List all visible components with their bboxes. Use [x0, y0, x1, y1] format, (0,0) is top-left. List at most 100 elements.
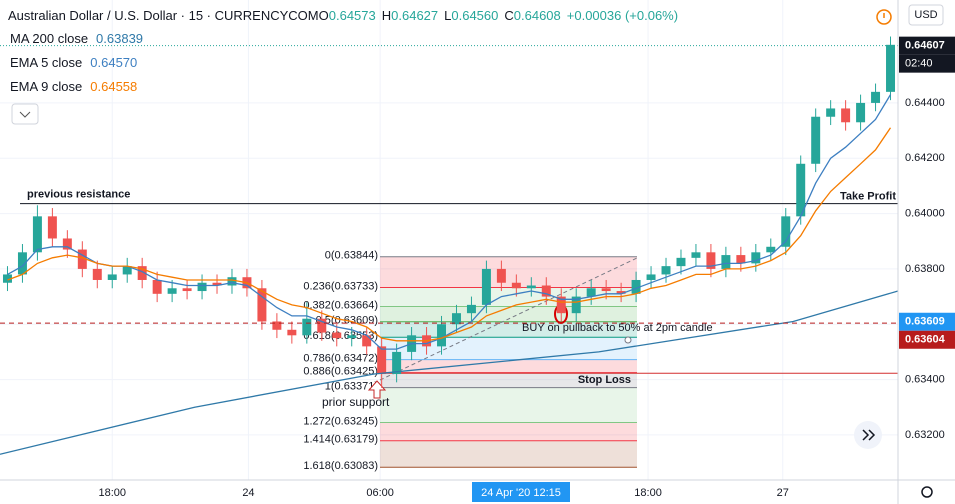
candle-body [601, 288, 611, 292]
candle-body [377, 346, 387, 375]
price-label: 0.63604 [905, 334, 946, 346]
fib-trend [379, 257, 638, 381]
x-tick-label: 06:00 [366, 487, 394, 499]
ohlc-key: C [504, 8, 513, 23]
candle-body [526, 285, 536, 289]
fib-label: 0(0.63844) [325, 250, 378, 262]
legend: MA 200 close 0.63839 EMA 5 close 0.64570 EMA… [10, 31, 143, 94]
fib-zone [380, 287, 637, 307]
candle-body [676, 257, 686, 267]
candle-body [92, 268, 102, 280]
legend-entry: MA 200 close 0.63839 [10, 31, 143, 46]
candle-body [646, 274, 656, 280]
candle-body [586, 288, 596, 297]
fib-label: 1.272(0.63245) [303, 415, 378, 427]
candle-body [77, 249, 87, 269]
crosshair-label: 24 Apr '20 12:15 [481, 487, 561, 499]
countdown: 02:40 [905, 58, 933, 70]
price-label: 0.64607 [905, 40, 945, 52]
legend-value: 0.64558 [90, 79, 137, 94]
collapse-button[interactable] [11, 103, 39, 125]
candle-body [721, 255, 731, 269]
legend-name: EMA 9 close [10, 79, 82, 94]
candle-body [152, 279, 162, 294]
ohlc-key: O [319, 8, 329, 23]
y-tick-label: 0.63400 [905, 373, 945, 385]
settings-button[interactable] [921, 486, 933, 498]
fib-zone [380, 359, 637, 373]
axis: 0.632000.634000.636000.638000.640000.642… [98, 36, 955, 502]
price-label: 0.63609 [905, 316, 945, 328]
fib-label: 1.618(0.63083) [303, 460, 378, 472]
fib-zone [380, 372, 637, 388]
y-tick-label: 0.64000 [905, 207, 945, 219]
fib-zone [380, 440, 637, 468]
ohlc-key: H [382, 8, 391, 23]
candle-body [212, 282, 222, 286]
fib-label: 1.414(0.63179) [303, 434, 378, 446]
candle-body [886, 44, 896, 92]
legend-value: 0.64570 [90, 55, 137, 70]
candle-body [437, 324, 447, 347]
fib-label: 0.236(0.63733) [303, 280, 378, 292]
price-label-box [899, 330, 955, 349]
y-tick-label: 0.64200 [905, 152, 945, 164]
candle-body [856, 102, 866, 123]
candle-body [257, 288, 267, 322]
currency-button[interactable] [908, 4, 944, 26]
fib-label: 1(0.63371) [325, 381, 378, 393]
support-arrow [367, 380, 387, 399]
candle-body [736, 255, 746, 264]
candle-body [751, 252, 761, 264]
legend-entry: EMA 5 close 0.64570 [10, 55, 137, 70]
y-tick-label: 0.64400 [905, 97, 945, 109]
crosshair-box [472, 482, 570, 502]
candle-body [167, 288, 177, 294]
fib-zone [380, 422, 637, 441]
candle-body [302, 318, 312, 336]
candle-body [616, 291, 626, 294]
candle-body [62, 238, 72, 250]
candle-body [227, 277, 237, 286]
x-tick-label: 18:00 [98, 487, 126, 499]
scroll-icon [862, 429, 876, 441]
candle-body [841, 108, 851, 123]
candle-body [122, 266, 132, 275]
candle-body [17, 252, 27, 275]
candle-body [496, 268, 506, 283]
fib-label: 0.786(0.63472) [303, 353, 378, 365]
candle-body [766, 246, 776, 253]
candle-body [137, 266, 147, 280]
prior-support-label: prior support [322, 395, 390, 409]
take-profit-label: Take Profit [840, 191, 896, 203]
candle-body [2, 274, 12, 283]
candle-body [571, 296, 581, 314]
candle-body [466, 304, 476, 314]
candle-body [317, 318, 327, 333]
countdown-box [899, 54, 955, 73]
collapse-icon [19, 111, 31, 118]
legend-name: MA 200 close [10, 31, 88, 46]
candle-body [451, 313, 461, 325]
warning-icon[interactable] [876, 9, 892, 25]
candle-body [107, 274, 117, 280]
candle-body [182, 288, 192, 292]
candle-body [706, 252, 716, 269]
y-tick-label: 0.63800 [905, 263, 945, 275]
ohlc-value: 0.64627 [391, 8, 438, 23]
resistance-label: previous resistance [27, 189, 130, 201]
candle-body [511, 282, 521, 289]
candle-body [796, 163, 806, 217]
fib-zone [380, 256, 637, 288]
buy-note: BUY on pullback to 50% at 2pm candle [522, 322, 713, 334]
candle-body [287, 329, 297, 336]
candle-body [781, 216, 791, 247]
candle-body [541, 285, 551, 297]
x-tick-label: 18:00 [634, 487, 662, 499]
stop-loss-label: Stop Loss [578, 374, 631, 386]
candle-body [392, 351, 402, 375]
y-tick-label: 0.63200 [905, 429, 945, 441]
fib-handle [624, 336, 632, 344]
candle-body [556, 296, 566, 314]
